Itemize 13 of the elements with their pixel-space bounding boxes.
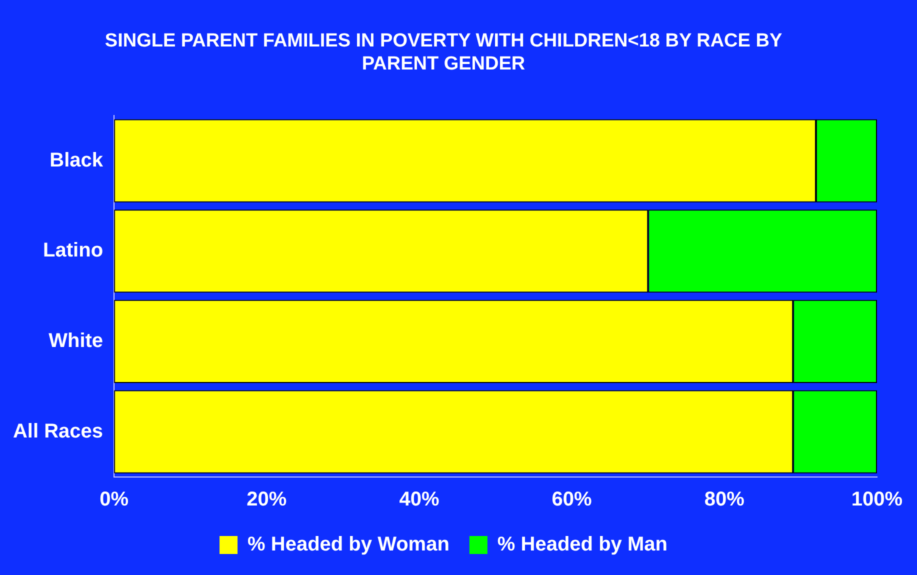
x-tick-label: 60% [552, 488, 592, 511]
x-tick-label: 20% [246, 488, 287, 511]
y-tick-label: All Races [12, 420, 104, 442]
y-tick-label: Black [50, 149, 104, 172]
legend-label: % Headed by Man [497, 534, 668, 556]
y-tick-label: White [48, 330, 104, 352]
chart-title: SINGLE PARENT FAMILIES IN POVERTY WITH CHILDREN<18 BY RACE BY PARENT GENDER [104, 30, 782, 74]
x-tick-label: 80% [704, 488, 745, 511]
x-tick-label: 40% [399, 488, 440, 511]
y-tick-label: Latino [43, 240, 104, 262]
x-tick-label: 0% [100, 488, 129, 511]
x-tick-label: 100% [851, 488, 903, 511]
legend-label: % Headed by Woman [248, 534, 450, 556]
